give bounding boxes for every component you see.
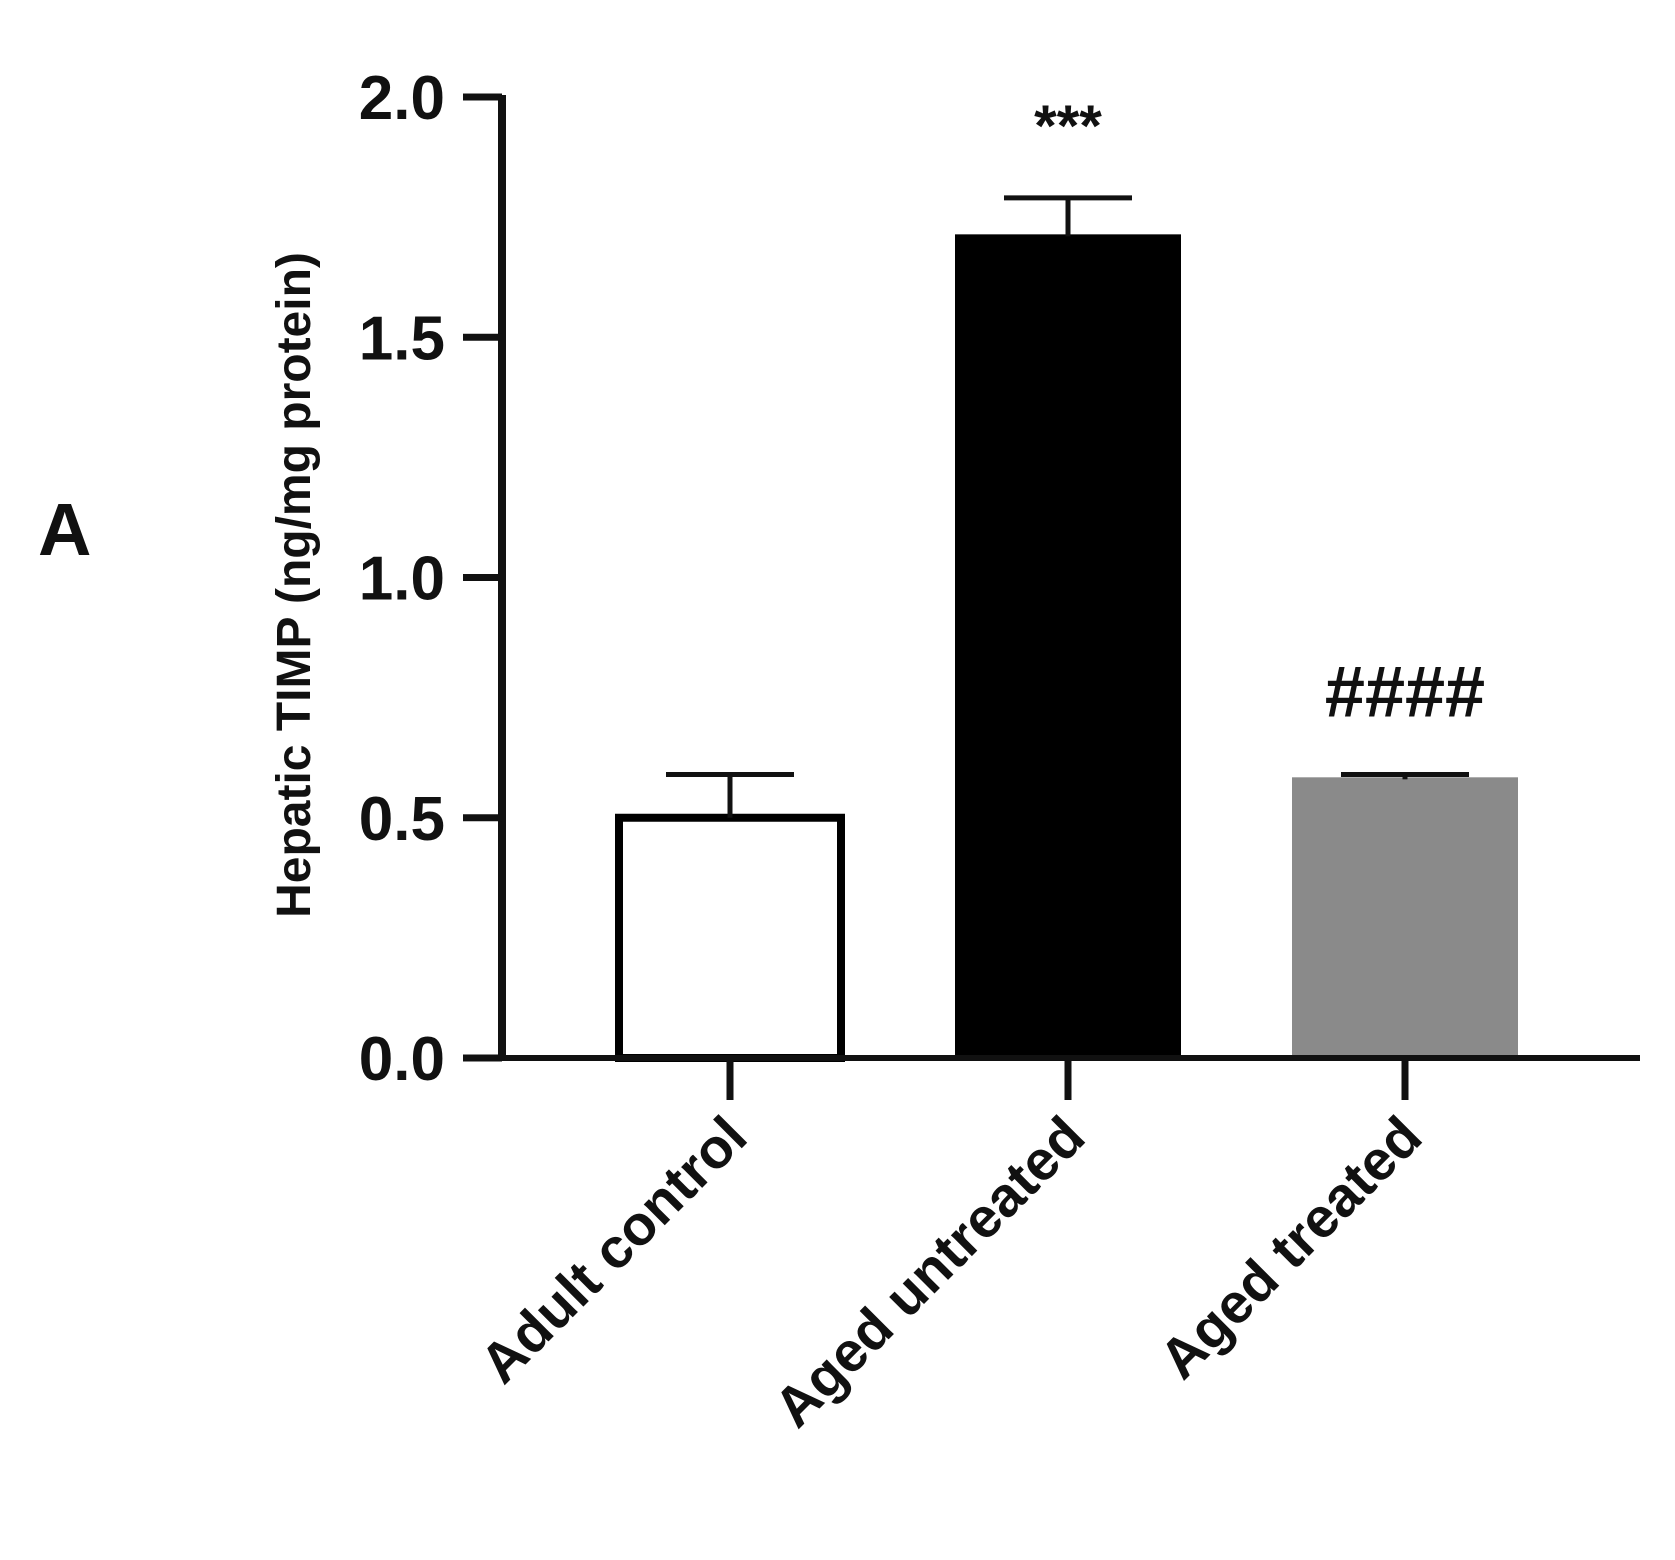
bar	[615, 813, 845, 1062]
x-axis: Adult control Aged untreated Aged treated	[463, 1055, 1640, 1439]
significance-annotation: ***	[1034, 94, 1102, 159]
y-tick-label: 2.0	[359, 64, 445, 133]
bars-group	[615, 234, 1518, 1062]
error-bar	[666, 772, 794, 818]
y-tick-label: 1.0	[359, 545, 445, 614]
y-tick-label: 0.5	[359, 785, 445, 854]
x-tick-label: Aged untreated	[762, 1104, 1097, 1439]
error-bar	[1341, 772, 1469, 780]
y-axis-label: Hepatic TIMP (ng/mg protein)	[268, 252, 321, 918]
y-tick-label: 0.0	[359, 1025, 445, 1094]
significance-annotations: *** ####	[1034, 94, 1485, 733]
panel-label: A	[38, 488, 91, 571]
x-tick-label: Adult control	[468, 1104, 759, 1395]
y-axis: 0.0 0.5 1.0 1.5 2.0	[359, 64, 506, 1094]
bar	[1292, 777, 1518, 1060]
bar	[955, 234, 1181, 1061]
error-bars-group	[666, 195, 1469, 818]
significance-annotation: ####	[1325, 653, 1485, 733]
error-bar	[1004, 195, 1132, 237]
y-tick-label: 1.5	[359, 304, 445, 373]
x-tick-label: Aged treated	[1147, 1104, 1434, 1391]
